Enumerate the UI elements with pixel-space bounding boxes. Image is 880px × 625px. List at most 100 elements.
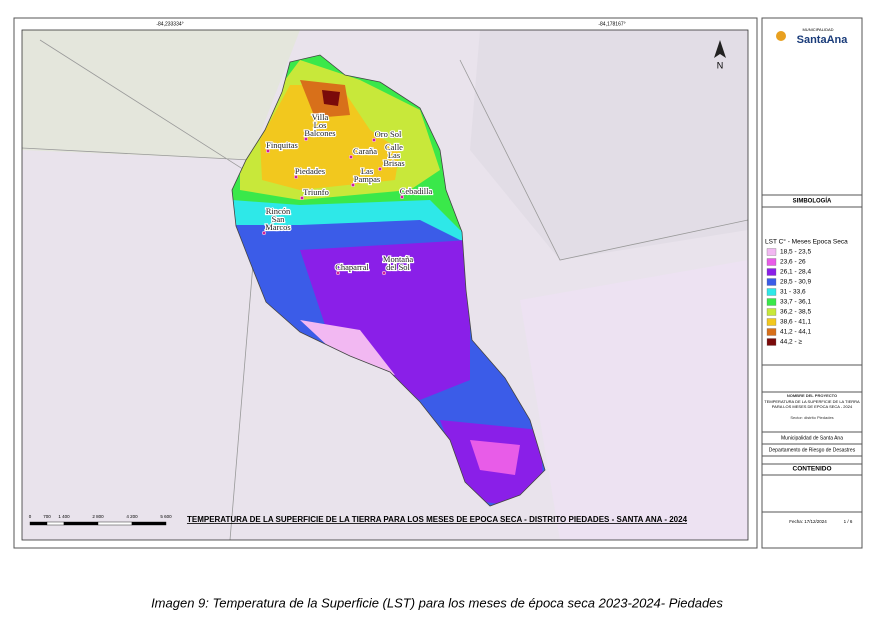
legend-title: LST C° - Meses Epoca Seca bbox=[765, 238, 848, 246]
logo-icon bbox=[776, 31, 786, 41]
place-marker bbox=[335, 270, 341, 276]
place-marker bbox=[381, 270, 387, 276]
north-arrow bbox=[714, 40, 726, 58]
lst-zone bbox=[260, 85, 400, 190]
project-box: TEMPERATURA DE LA SUPERFICIE DE LA TIERR… bbox=[764, 399, 860, 409]
lst-zone bbox=[300, 240, 470, 400]
logo-small: MUNICIPALIDAD bbox=[802, 27, 833, 32]
department: Departamento de Riesgo de Desastres bbox=[769, 447, 856, 453]
caption: Imagen 9: Temperatura de la Superficie (… bbox=[151, 595, 723, 610]
legend-label: 18,5 - 23,5 bbox=[780, 249, 811, 256]
place-marker bbox=[261, 230, 267, 236]
side-panel bbox=[761, 17, 863, 549]
legend-label: 38,6 - 41,1 bbox=[780, 319, 811, 326]
project-heading: NOMBRE DEL PROYECTO bbox=[787, 393, 837, 398]
sector: Sector: distrito Piedades bbox=[790, 415, 833, 420]
legend-swatch bbox=[766, 318, 777, 326]
place-label: Rincón bbox=[266, 206, 291, 216]
place-label: San bbox=[272, 214, 286, 224]
place-label: Los bbox=[314, 120, 327, 130]
place-label: Oro Sol bbox=[375, 129, 402, 139]
place-marker bbox=[293, 174, 299, 180]
coord-label: -84,178167° bbox=[598, 21, 625, 27]
place-label: Villa bbox=[312, 112, 329, 122]
place-label: Finquitas bbox=[266, 140, 298, 150]
scale-label: 4 200 bbox=[126, 514, 138, 519]
place-label: Calle bbox=[385, 142, 403, 152]
place-label: Cebadilla bbox=[400, 186, 433, 196]
institution: Municipalidad de Santa Ana bbox=[781, 435, 843, 441]
page-number: 1 / 6 bbox=[844, 519, 853, 524]
contents-heading: CONTENIDO bbox=[793, 466, 832, 473]
lst-zone bbox=[470, 440, 520, 475]
place-marker bbox=[348, 154, 354, 160]
scale-bar: 0 700 1 400 2 800 4 200 5 600 bbox=[29, 514, 172, 526]
lst-zone bbox=[300, 320, 395, 375]
north-label: N bbox=[717, 60, 724, 70]
legend-label: 41,2 - 44,1 bbox=[780, 329, 811, 336]
place-label: Las bbox=[361, 166, 373, 176]
legend-swatch bbox=[766, 278, 777, 286]
symbology-heading: SIMBOLOGÍA bbox=[793, 197, 832, 205]
scale-label: 5 600 bbox=[160, 514, 172, 519]
map-body bbox=[22, 30, 748, 540]
legend-swatch bbox=[766, 248, 777, 256]
legend-swatch bbox=[766, 288, 777, 296]
legend-label: 23,6 - 26 bbox=[780, 259, 806, 266]
scale-segment bbox=[97, 521, 133, 526]
terrain bbox=[22, 30, 300, 160]
legend-label: 36,2 - 38,5 bbox=[780, 309, 811, 316]
scale-segment bbox=[29, 521, 48, 526]
place-marker bbox=[303, 136, 309, 142]
legend-label: 31 - 33,6 bbox=[780, 289, 806, 296]
place-label: Las bbox=[388, 150, 400, 160]
place-marker bbox=[377, 166, 383, 172]
terrain bbox=[470, 30, 748, 260]
map-neatline bbox=[21, 29, 749, 541]
place-label: Balcones bbox=[304, 128, 335, 138]
place-marker bbox=[299, 195, 305, 201]
scale-segment bbox=[131, 521, 167, 526]
legend-swatch bbox=[766, 308, 777, 316]
legend-swatch bbox=[766, 338, 777, 346]
scale-label: 0 bbox=[29, 514, 32, 519]
map-title: TEMPERATURA DE LA SUPERFICIE DE LA TIERR… bbox=[187, 515, 688, 524]
legend-label: 44,2 - ≥ bbox=[780, 339, 802, 346]
legend-label: 26,1 - 28,4 bbox=[780, 269, 811, 276]
place-marker bbox=[265, 148, 271, 154]
scale-label: 700 bbox=[43, 514, 51, 519]
district-outline bbox=[231, 54, 546, 507]
legend-swatch bbox=[766, 258, 777, 266]
legend-label: 33,7 - 36,1 bbox=[780, 299, 811, 306]
place-label: Pampas bbox=[354, 174, 380, 184]
scale-label: 1 400 bbox=[58, 514, 70, 519]
scale-segment bbox=[63, 521, 99, 526]
scale-segment bbox=[46, 521, 65, 526]
legend-swatch bbox=[766, 268, 777, 276]
legend: 18,5 - 23,5 23,6 - 26 26,1 - 28,4 28,5 - 30… bbox=[766, 248, 811, 346]
place-marker bbox=[350, 182, 356, 188]
logo: SantaAna bbox=[797, 34, 849, 46]
place-label: Chaparral bbox=[335, 262, 369, 272]
terrain bbox=[520, 260, 748, 540]
coord-label: -84,233334° bbox=[156, 21, 183, 27]
project-name: TEMPERATURA DE LA SUPERFICIE DE LA TIERR… bbox=[764, 399, 860, 409]
place-label: Brisas bbox=[383, 158, 404, 168]
place-label: Caraña bbox=[353, 146, 377, 156]
legend-label: 28,5 - 30,9 bbox=[780, 279, 811, 286]
place-label: Marcos bbox=[265, 222, 291, 232]
place-label: del Sol bbox=[386, 262, 410, 272]
scale-label: 2 800 bbox=[92, 514, 104, 519]
legend-swatch bbox=[766, 298, 777, 306]
date: Fecha: 17/12/2024 bbox=[789, 519, 827, 524]
legend-swatch bbox=[766, 328, 777, 336]
place-label: Triunfo bbox=[303, 187, 329, 197]
place-marker bbox=[371, 137, 377, 143]
place-label: Piedades bbox=[295, 166, 325, 176]
lst-zone bbox=[322, 90, 340, 106]
place-marker bbox=[399, 194, 405, 200]
place-label: Montaña bbox=[383, 254, 413, 264]
